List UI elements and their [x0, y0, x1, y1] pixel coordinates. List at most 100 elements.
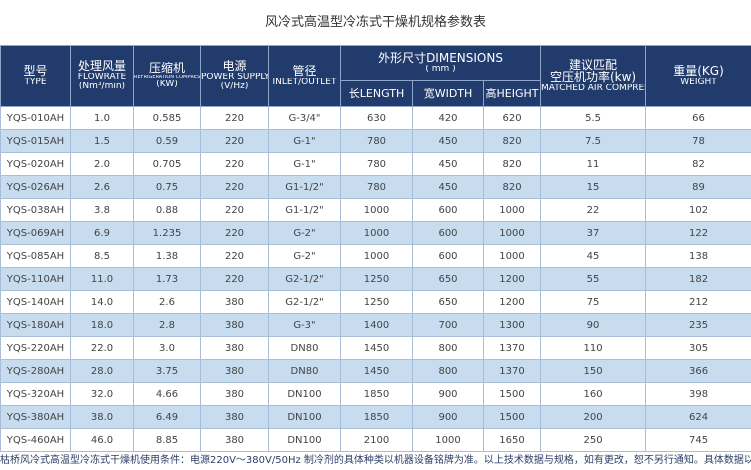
cell: YQS-010AH: [0, 106, 71, 130]
cell: YQS-110AH: [0, 267, 71, 291]
cell: 0.59: [133, 129, 201, 153]
cell: 7.5: [540, 129, 647, 153]
cell: 220: [200, 175, 269, 199]
cell: 6.49: [133, 405, 201, 429]
cell: 800: [412, 336, 484, 360]
header-line: (KW): [156, 80, 178, 90]
cell: YQS-220AH: [0, 336, 71, 360]
cell: 650: [412, 290, 484, 314]
cell: 380: [200, 405, 269, 429]
cell: 380: [200, 313, 269, 337]
header-row: 型号 TYPE 处理风量 FLOWRATE (Nm³/min) 压缩机 REFRIGERAT…: [0, 45, 751, 107]
cell: G2-1/2": [268, 290, 341, 314]
cell: 620: [482, 106, 542, 130]
column-header: 处理风量 FLOWRATE (Nm³/min): [70, 45, 134, 107]
header-line: 重量(KG): [673, 64, 724, 78]
cell: YQS-069AH: [0, 221, 71, 245]
cell: 380: [200, 290, 269, 314]
cell: 2.6: [133, 290, 201, 314]
header-line: 长LENGTH: [348, 87, 405, 100]
data-row: YQS-010AH 1.0 0.585 220 G-3/4" 630 420 620 5.5 66: [0, 106, 751, 130]
cell: 624: [645, 405, 751, 429]
cell: 780: [340, 152, 413, 176]
cell: 1400: [340, 313, 413, 337]
cell: 1650: [482, 428, 542, 452]
cell: 600: [412, 221, 484, 245]
cell: 220: [200, 106, 269, 130]
cell: 8.5: [70, 244, 134, 268]
cell: 0.75: [133, 175, 201, 199]
cell: DN100: [268, 382, 341, 406]
cell: 450: [412, 152, 484, 176]
subcolumn-header: 宽WIDTH: [412, 80, 484, 107]
cell: 1370: [482, 359, 542, 383]
header-line: ( mm ): [425, 64, 456, 74]
cell: 420: [412, 106, 484, 130]
table-title: 风冷式高温型冷冻式干燥机规格参数表: [264, 15, 486, 30]
column-header: 重量(KG) WEIGHT: [645, 45, 751, 107]
cell: 110: [540, 336, 647, 360]
cell: YQS-280AH: [0, 359, 71, 383]
header-line: WEIGHT: [680, 77, 717, 87]
cell: 89: [645, 175, 751, 199]
cell: 450: [412, 129, 484, 153]
header-subrow: 长LENGTH 宽WIDTH 高HEIGHT: [1, 80, 751, 107]
cell: 212: [645, 290, 751, 314]
cell: 0.88: [133, 198, 201, 222]
cell: YQS-380AH: [0, 405, 71, 429]
header-line: POWER SUPPLY: [201, 72, 268, 82]
data-row: YQS-069AH 6.9 1.235 220 G-2" 1000 600 1000 37 122: [0, 221, 751, 245]
cell: 38.0: [70, 405, 134, 429]
data-row: YQS-320AH 32.0 4.66 380 DN100 1850 900 1500 160 3…: [0, 382, 751, 406]
cell: 55: [540, 267, 647, 291]
cell: 1.235: [133, 221, 201, 245]
cell: 1000: [340, 244, 413, 268]
cell: 900: [412, 405, 484, 429]
cell: 11.0: [70, 267, 134, 291]
cell: 1850: [340, 382, 413, 406]
cell: 160: [540, 382, 647, 406]
data-row: YQS-110AH 11.0 1.73 220 G2-1/2" 1250 650 1200 55…: [0, 267, 751, 291]
cell: 1250: [340, 290, 413, 314]
cell: YQS-026AH: [0, 175, 71, 199]
subcolumn-header: 长LENGTH: [340, 80, 413, 107]
cell: 2100: [340, 428, 413, 452]
cell: G1-1/2": [268, 175, 341, 199]
cell: 305: [645, 336, 751, 360]
cell: 6.9: [70, 221, 134, 245]
data-row: YQS-085AH 8.5 1.38 220 G-2" 1000 600 1000 45 138: [0, 244, 751, 268]
data-row: YQS-380AH 38.0 6.49 380 DN100 1850 900 1500 200 6…: [0, 405, 751, 429]
cell: 0.705: [133, 152, 201, 176]
cell: 1000: [482, 221, 542, 245]
cell: 1200: [482, 267, 542, 291]
cell: 600: [412, 244, 484, 268]
header-line: 外形尺寸DIMENSIONS: [378, 51, 503, 65]
cell: G-2": [268, 244, 341, 268]
cell: 1200: [482, 290, 542, 314]
cell: YQS-140AH: [0, 290, 71, 314]
cell: 3.8: [70, 198, 134, 222]
cell: DN100: [268, 405, 341, 429]
cell: 11: [540, 152, 647, 176]
header-line: (Nm³/min): [78, 82, 126, 92]
cell: 380: [200, 359, 269, 383]
cell: 32.0: [70, 382, 134, 406]
cell: 46.0: [70, 428, 134, 452]
cell: 75: [540, 290, 647, 314]
cell: DN80: [268, 359, 341, 383]
header-line: REFRIGERATION COMPRESSOR POWER: [134, 74, 200, 80]
cell: 650: [412, 267, 484, 291]
cell: 8.85: [133, 428, 201, 452]
cell: DN100: [268, 428, 341, 452]
cell: G-1": [268, 152, 341, 176]
cell: 630: [340, 106, 413, 130]
cell: 745: [645, 428, 751, 452]
cell: G-3/4": [268, 106, 341, 130]
cell: G1-1/2": [268, 198, 341, 222]
cell: DN80: [268, 336, 341, 360]
cell: 1250: [340, 267, 413, 291]
spec-table: 型号 TYPE 处理风量 FLOWRATE (Nm³/min) 压缩机 REFRIGERAT…: [0, 45, 751, 452]
